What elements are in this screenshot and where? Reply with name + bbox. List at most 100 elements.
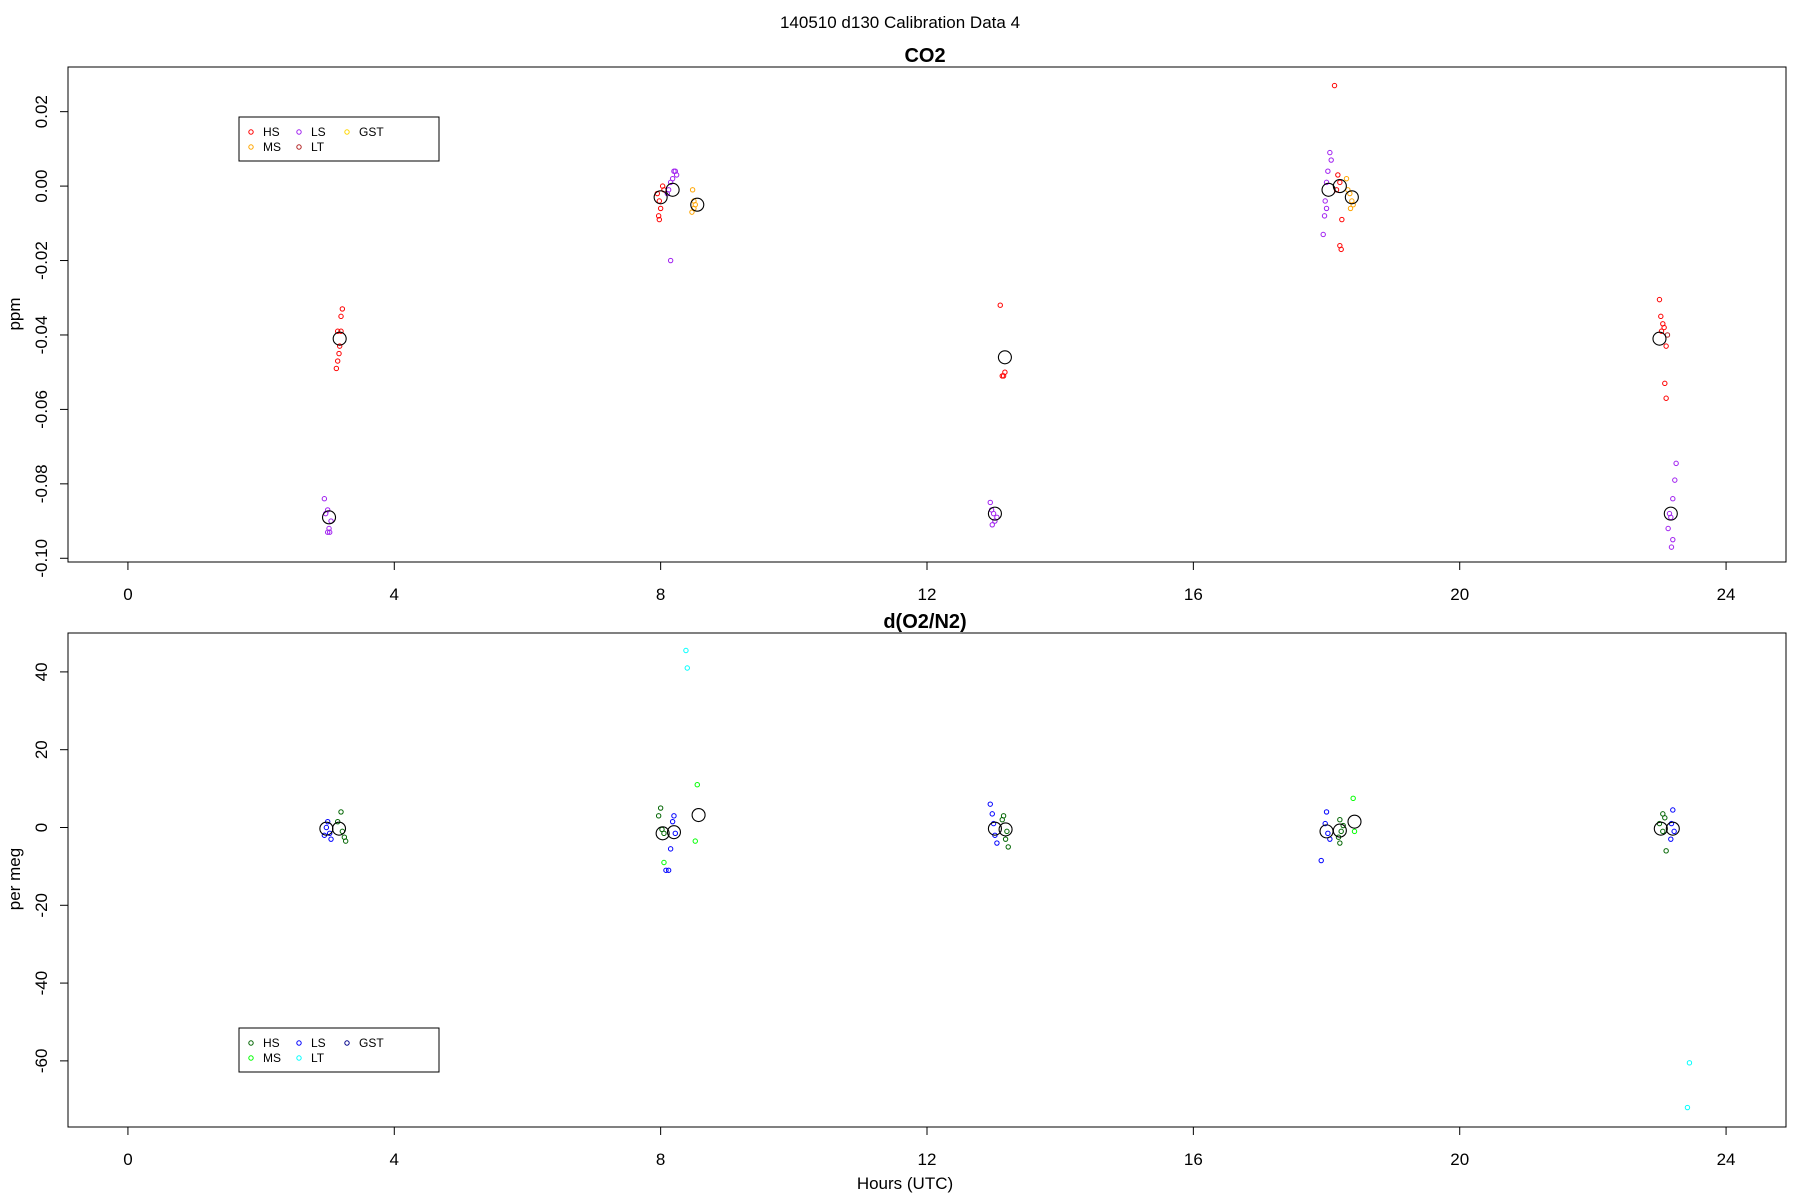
co2-panel-title: CO2 — [904, 45, 945, 67]
co2-mean-marker — [1652, 331, 1667, 346]
o2n2-panel-title: d(O2/N2) — [883, 611, 966, 633]
o2n2-point-ls — [324, 818, 331, 825]
o2n2-x-tick-label: 4 — [390, 1150, 399, 1169]
co2-mean-marker — [987, 506, 1002, 521]
co2-point-hs — [1661, 324, 1667, 331]
co2-legend-marker-ls — [296, 129, 302, 135]
o2n2-point-ms — [1350, 795, 1356, 802]
co2-point-hs — [338, 328, 344, 334]
o2n2-mean-marker — [319, 821, 334, 836]
o2n2-x-tick-label: 20 — [1450, 1150, 1469, 1169]
co2-y-tick-label: -0.06 — [32, 390, 51, 429]
co2-y-tick-label: -0.10 — [32, 539, 51, 578]
co2-legend-marker-hs — [248, 129, 254, 135]
co2-legend-label-lt: LT — [311, 140, 325, 154]
co2-y-tick-label: -0.04 — [32, 316, 51, 355]
o2n2-point-hs — [338, 809, 344, 815]
co2-point-ms — [1343, 175, 1350, 182]
co2-y-tick-label: -0.08 — [32, 464, 51, 503]
o2n2-legend-box — [238, 1027, 440, 1073]
o2n2-mean-marker — [331, 821, 347, 836]
o2n2-legend-label-gst: GST — [359, 1036, 384, 1050]
o2n2-legend-marker-hs — [248, 1040, 254, 1046]
o2n2-point-ls — [994, 840, 1000, 846]
o2n2-point-hs — [1663, 848, 1669, 854]
co2-point-ls — [673, 172, 680, 178]
co2-point-ls — [1665, 525, 1671, 532]
o2n2-legend-label-lt: LT — [311, 1051, 325, 1065]
co2-point-ls — [987, 499, 993, 506]
co2-point-hs — [336, 343, 343, 349]
o2n2-point-ls — [669, 818, 676, 825]
o2n2-mean-marker — [666, 825, 682, 840]
o2n2-point-ls — [1323, 809, 1330, 815]
co2-mean-marker — [1344, 190, 1359, 205]
o2n2-x-tick-label: 0 — [123, 1150, 132, 1169]
co2-point-hs — [1339, 216, 1345, 223]
o2n2-point-ls — [328, 836, 334, 842]
co2-point-ls — [1668, 514, 1674, 521]
co2-legend-label-hs: HS — [263, 125, 280, 139]
co2-x-tick-label: 12 — [918, 585, 937, 604]
o2n2-y-axis-label: per meg — [5, 848, 24, 910]
o2n2-y-tick-label: -60 — [32, 1049, 51, 1074]
o2n2-point-ls — [1318, 857, 1324, 864]
co2-point-hs — [1663, 343, 1669, 349]
co2-point-ls — [1672, 477, 1678, 483]
o2n2-point-ms — [1351, 828, 1358, 835]
o2n2-point-hs — [1662, 815, 1668, 821]
co2-point-hs — [1338, 246, 1344, 253]
o2n2-point-ls — [667, 846, 674, 852]
co2-legend-label-ms: MS — [263, 140, 281, 154]
o2n2-point-hs — [657, 805, 664, 811]
co2-point-ls — [667, 257, 674, 264]
co2-point-ls — [1673, 460, 1679, 467]
o2n2-y-tick-label: 20 — [32, 740, 51, 759]
co2-x-tick-label: 4 — [390, 585, 399, 604]
co2-point-hs — [655, 213, 662, 219]
o2n2-mean-marker — [998, 822, 1013, 837]
o2n2-point-ls — [987, 801, 993, 807]
co2-legend-marker-lt — [296, 144, 302, 150]
o2n2-point-ls — [1325, 830, 1331, 837]
co2-x-tick-label: 20 — [1450, 585, 1469, 604]
co2-point-ms — [689, 209, 695, 215]
o2n2-y-tick-label: -40 — [32, 971, 51, 996]
o2n2-point-ls — [1671, 828, 1677, 835]
co2-point-ls — [1322, 198, 1328, 204]
co2-point-ls — [326, 529, 333, 535]
co2-point-hs — [1656, 296, 1663, 303]
o2n2-legend-marker-lt — [296, 1055, 302, 1061]
co2-point-ls — [669, 175, 676, 182]
co2-point-hs — [999, 373, 1005, 379]
co2-point-hs — [1663, 395, 1669, 401]
co2-point-hs — [1658, 313, 1664, 320]
co2-point-ms — [1347, 205, 1354, 212]
co2-point-ls — [990, 510, 997, 517]
co2-point-hs — [338, 313, 344, 320]
co2-point-hs — [1658, 328, 1665, 334]
o2n2-point-hs — [655, 813, 662, 819]
co2-x-tick-label: 24 — [1717, 585, 1736, 604]
o2n2-legend-marker-ms — [248, 1055, 254, 1061]
o2n2-y-tick-label: 40 — [32, 662, 51, 681]
o2n2-point-ls — [1322, 820, 1328, 827]
co2-point-ls — [1321, 213, 1328, 219]
o2n2-point-hs — [334, 818, 341, 825]
co2-point-ls — [992, 518, 998, 524]
o2n2-point-ls — [323, 824, 330, 831]
o2n2-point-lt — [1684, 1104, 1691, 1111]
co2-point-ls — [1325, 168, 1331, 174]
co2-point-ls — [1670, 536, 1676, 543]
co2-mean-marker — [665, 182, 680, 197]
o2n2-point-ls — [326, 830, 333, 837]
co2-point-ls — [1327, 149, 1333, 156]
figure-title: 140510 d130 Calibration Data 4 — [780, 13, 1020, 32]
o2n2-x-tick-label: 16 — [1184, 1150, 1203, 1169]
co2-mean-marker — [653, 190, 668, 205]
o2n2-legend-label-ls: LS — [311, 1036, 326, 1050]
co2-point-ls — [1320, 231, 1326, 238]
o2n2-point-ls — [665, 867, 672, 873]
co2-y-tick-label: 0.02 — [32, 95, 51, 128]
co2-mean-marker — [1663, 506, 1678, 521]
